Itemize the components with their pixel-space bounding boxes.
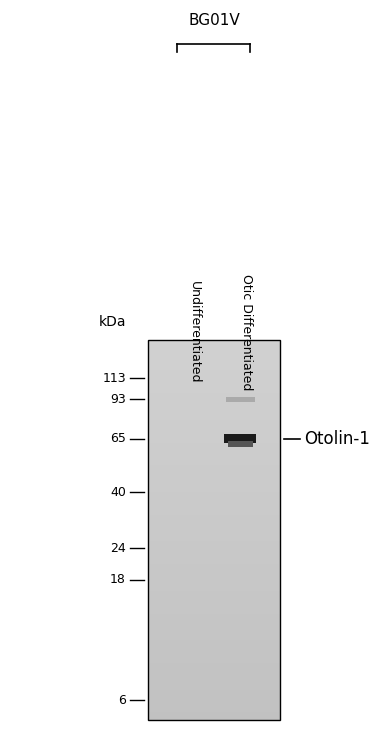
Text: 113: 113 [102,372,126,385]
Text: kDa: kDa [98,315,126,329]
Text: 65: 65 [110,432,126,445]
Bar [228,441,253,447]
Text: 18: 18 [110,573,126,586]
Text: 24: 24 [110,542,126,554]
Text: 40: 40 [110,485,126,499]
Text: Otolin-1: Otolin-1 [304,430,370,448]
Text: 93: 93 [110,393,126,406]
Text: 6: 6 [118,694,126,706]
Text: Undifferentiated: Undifferentiated [187,281,200,383]
Text: Otic Differentiated: Otic Differentiated [240,274,253,391]
Bar [148,340,280,720]
Text: BG01V: BG01V [188,13,240,28]
Bar [226,397,255,402]
Bar [224,434,256,443]
